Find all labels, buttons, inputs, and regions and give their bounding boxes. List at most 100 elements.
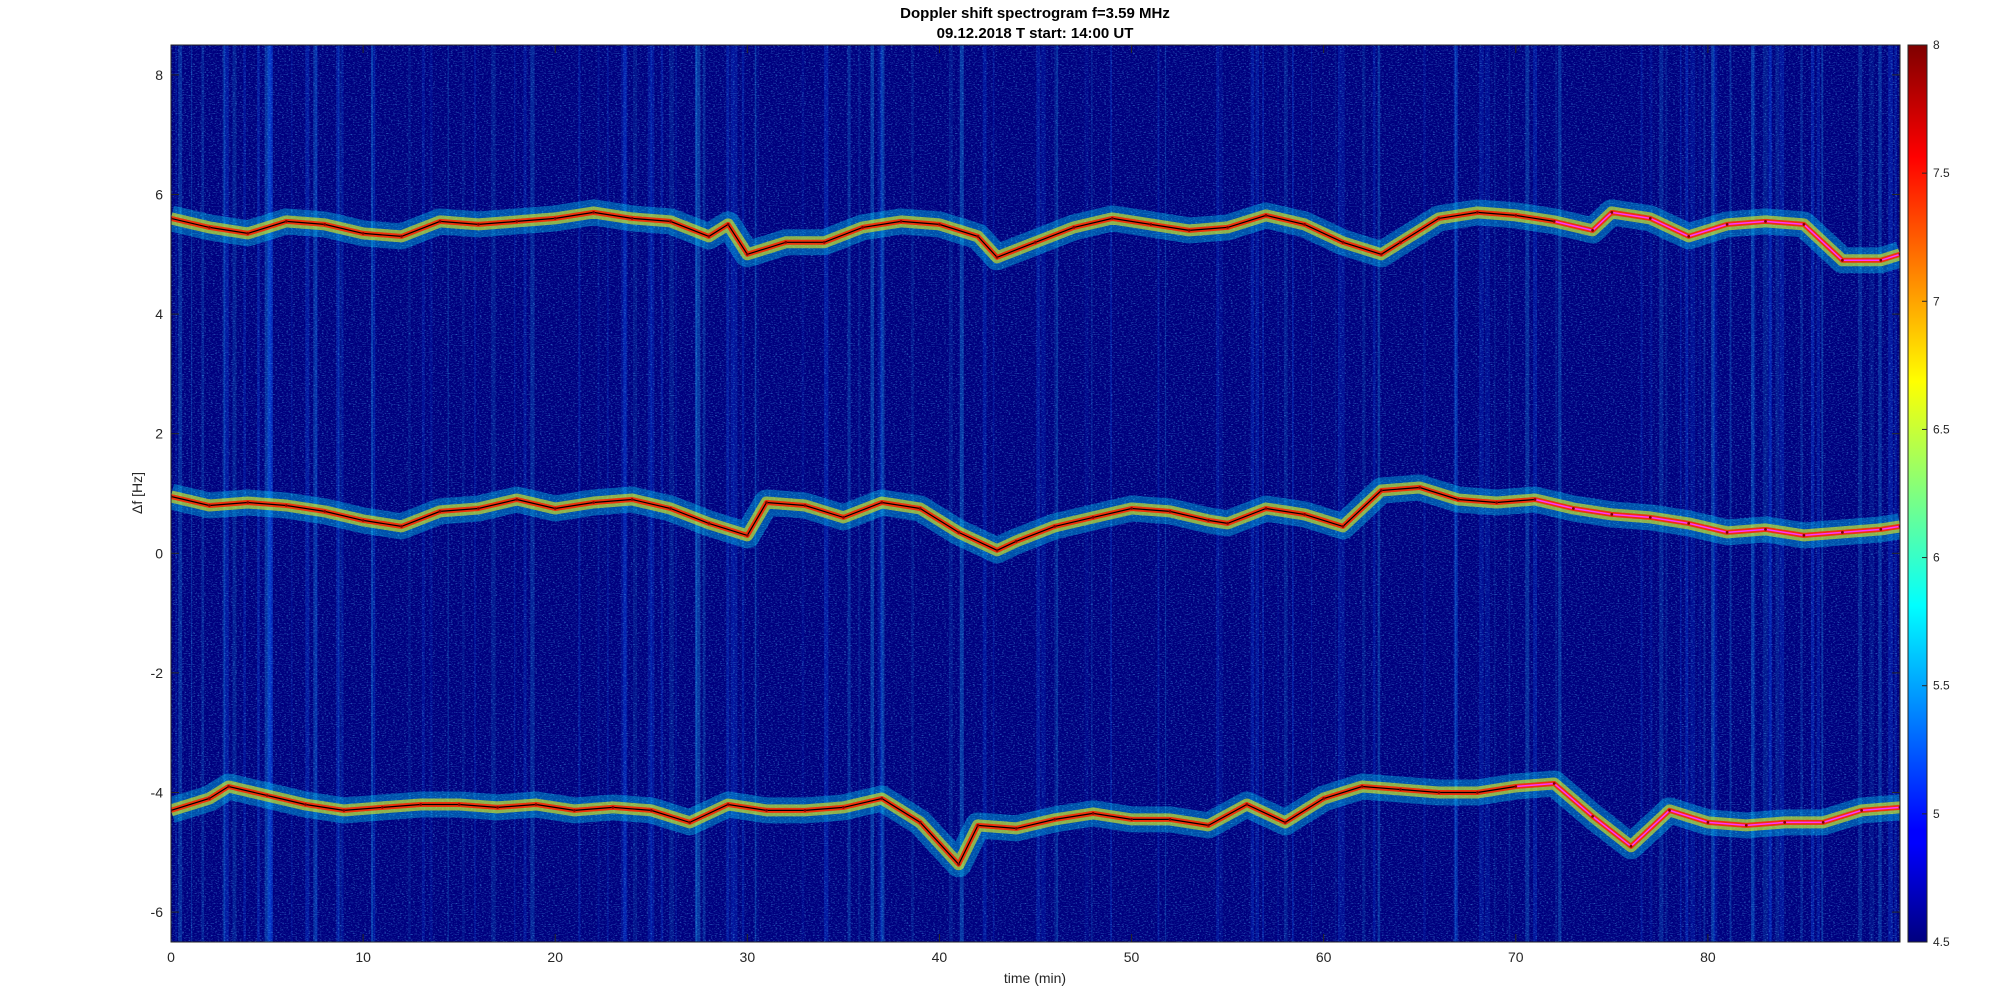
- trace-point: [1187, 229, 1191, 232]
- trace-point: [515, 220, 519, 223]
- trace-point: [784, 240, 788, 244]
- trace-point: [1841, 258, 1844, 262]
- trace-point: [957, 531, 961, 534]
- trace-point: [1053, 525, 1057, 528]
- trace-point: [1168, 818, 1172, 821]
- trace-point: [323, 510, 327, 513]
- trace-point: [1437, 217, 1441, 220]
- trace-point: [995, 255, 999, 259]
- trace-point: [842, 516, 845, 519]
- trace-point: [745, 252, 749, 256]
- trace-point: [1034, 240, 1037, 244]
- trace-point: [1552, 782, 1556, 785]
- trace-point: [1744, 824, 1748, 827]
- trace-point: [649, 809, 653, 812]
- trace-2: [171, 474, 1900, 564]
- trace-point: [1341, 240, 1345, 244]
- trace-point: [669, 220, 672, 223]
- trace-point: [361, 519, 365, 522]
- plot-area: [171, 45, 1900, 942]
- chart-title: Doppler shift spectrogram f=3.59 MHz: [900, 5, 1170, 22]
- trace-point: [765, 501, 768, 504]
- trace-point: [1668, 809, 1671, 812]
- trace-point: [1687, 235, 1691, 238]
- trace-point: [1168, 510, 1172, 513]
- trace-point: [726, 223, 730, 226]
- trace-point: [1091, 516, 1095, 519]
- plot-frame: [170, 44, 1901, 943]
- trace-point: [1207, 824, 1210, 827]
- trace-point: [1860, 809, 1863, 812]
- trace-point: [1610, 211, 1614, 214]
- trace-point: [1764, 220, 1767, 223]
- trace-point: [745, 534, 749, 537]
- trace-point: [1014, 827, 1018, 830]
- y-axis-label: Δf [Hz]: [129, 472, 145, 514]
- trace-point: [1764, 528, 1767, 531]
- trace-point: [1341, 525, 1345, 528]
- trace-point: [573, 809, 576, 812]
- colorbar-ticks: 4.5 5 5.5 6 6.5 7 7.5 8: [1922, 38, 1950, 949]
- trace-point: [1572, 507, 1575, 510]
- trace-point: [918, 821, 922, 824]
- trace-point: [938, 223, 941, 226]
- x-axis: 0 10 20 30 40 50 60 70 80: [167, 45, 1716, 965]
- trace-point: [1418, 486, 1422, 489]
- noise-speckle: [171, 45, 1900, 942]
- y-tick-label: -6: [151, 904, 164, 920]
- trace-point: [1879, 258, 1883, 262]
- y-tick-label: -4: [151, 785, 164, 801]
- trace-point: [1591, 229, 1594, 232]
- trace-point: [1687, 522, 1691, 525]
- trace-point: [284, 220, 288, 223]
- trace-point: [592, 501, 595, 504]
- trace-point: [477, 507, 480, 510]
- trace-point: [1399, 240, 1402, 244]
- trace-point: [400, 235, 403, 238]
- trace-point: [438, 220, 442, 223]
- colorbar-tick-label: 5: [1933, 807, 1940, 821]
- trace-point: [246, 232, 250, 235]
- trace-point: [1725, 531, 1729, 534]
- trace-point: [861, 226, 864, 229]
- colorbar: 4.5 5 5.5 6 6.5 7 7.5 8: [1907, 38, 1950, 949]
- trace-point: [1322, 797, 1326, 800]
- y-axis: -6 -4 -2 0 2 4 6 8: [151, 67, 1900, 920]
- trace-point: [592, 211, 595, 214]
- trace-point: [323, 223, 327, 226]
- trace-point: [438, 510, 442, 513]
- x-tick-label: 40: [932, 949, 948, 965]
- trace-point: [1245, 803, 1249, 806]
- x-tick-label: 50: [1124, 949, 1140, 965]
- x-tick-label: 30: [740, 949, 756, 965]
- trace-point: [1207, 519, 1210, 522]
- y-tick-label: 6: [155, 187, 163, 203]
- colorbar-tick-label: 7: [1933, 294, 1940, 308]
- x-tick-label: 0: [167, 949, 175, 965]
- y-tick-label: 4: [155, 306, 163, 322]
- trace-point: [803, 809, 807, 812]
- trace-point: [1303, 513, 1306, 516]
- x-tick-label: 80: [1700, 949, 1716, 965]
- doppler-traces: [171, 199, 1900, 878]
- trace-point: [1379, 252, 1383, 256]
- y-tick-label: 2: [155, 426, 163, 442]
- trace-point: [1610, 513, 1614, 516]
- trace-point: [1879, 528, 1883, 531]
- trace-point: [1629, 844, 1633, 848]
- trace-point: [515, 498, 519, 501]
- trace-point: [1514, 785, 1518, 788]
- trace-point: [1091, 812, 1095, 815]
- trace-point: [1841, 531, 1844, 534]
- trace-1: [171, 199, 1900, 274]
- trace-point: [457, 803, 461, 806]
- trace-point: [1264, 507, 1268, 510]
- trace-point: [918, 507, 922, 510]
- trace-point: [1495, 501, 1498, 504]
- colorbar-tick-label: 6.5: [1933, 422, 1950, 436]
- trace-point: [822, 240, 826, 244]
- trace-3: [171, 770, 1900, 878]
- trace-point: [1264, 214, 1268, 217]
- trace-point: [1725, 223, 1729, 226]
